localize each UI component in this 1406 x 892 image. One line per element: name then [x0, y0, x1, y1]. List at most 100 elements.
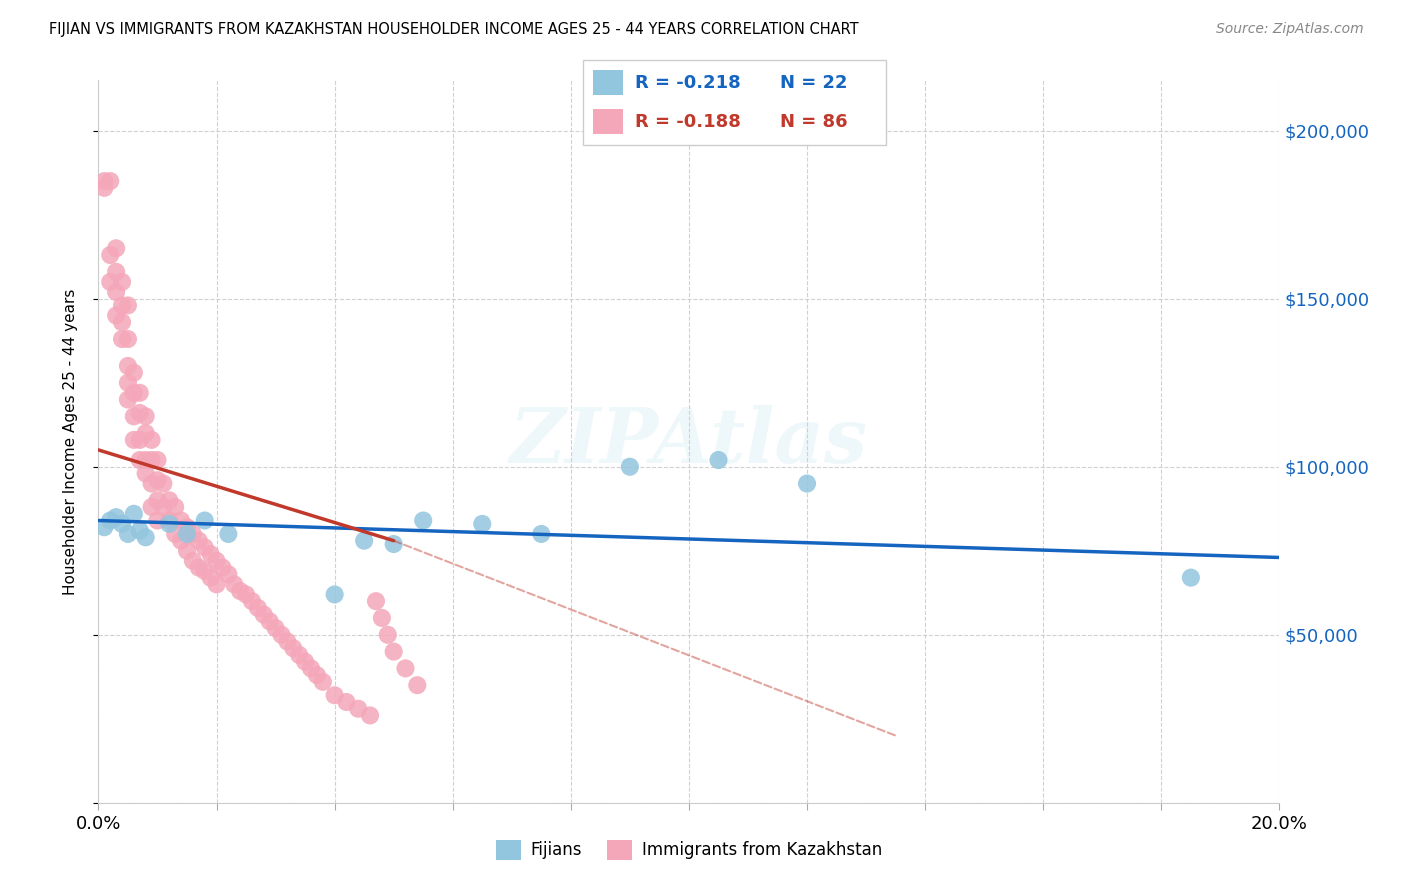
Point — [364, 594, 387, 608]
Point — [135, 409, 157, 424]
Point — [530, 527, 553, 541]
Point — [117, 527, 139, 541]
Point — [135, 453, 157, 467]
Point — [205, 554, 228, 568]
Point — [217, 567, 239, 582]
Point — [170, 533, 193, 548]
Point — [111, 332, 134, 346]
Point — [117, 298, 139, 312]
Point — [312, 674, 335, 689]
FancyBboxPatch shape — [583, 60, 886, 145]
Point — [117, 376, 139, 390]
Y-axis label: Householder Income Ages 25 - 44 years: Householder Income Ages 25 - 44 years — [63, 288, 77, 595]
Point — [135, 530, 157, 544]
Point — [200, 547, 222, 561]
Point — [105, 265, 128, 279]
Point — [176, 520, 198, 534]
Point — [353, 533, 375, 548]
Point — [619, 459, 641, 474]
Point — [157, 514, 180, 528]
Point — [371, 611, 394, 625]
Point — [117, 359, 139, 373]
Point — [122, 507, 145, 521]
Point — [217, 527, 239, 541]
Point — [235, 587, 257, 601]
Point — [382, 644, 405, 658]
Point — [98, 248, 121, 262]
Point — [117, 392, 139, 407]
Point — [105, 241, 128, 255]
Text: R = -0.218: R = -0.218 — [636, 74, 741, 92]
Point — [152, 500, 174, 514]
Point — [146, 493, 169, 508]
Point — [253, 607, 276, 622]
Point — [111, 315, 134, 329]
Point — [283, 641, 305, 656]
Point — [323, 587, 346, 601]
Point — [128, 385, 150, 400]
Point — [707, 453, 730, 467]
Point — [1180, 571, 1202, 585]
Point — [299, 661, 322, 675]
Point — [122, 409, 145, 424]
FancyBboxPatch shape — [592, 109, 623, 135]
Point — [796, 476, 818, 491]
Point — [93, 520, 115, 534]
Text: ZIPAtlas: ZIPAtlas — [510, 405, 868, 478]
Point — [165, 500, 187, 514]
Text: N = 22: N = 22 — [780, 74, 848, 92]
Point — [146, 514, 169, 528]
Point — [305, 668, 328, 682]
Point — [98, 275, 121, 289]
Point — [122, 433, 145, 447]
Point — [240, 594, 263, 608]
Point — [146, 473, 169, 487]
Text: N = 86: N = 86 — [780, 112, 848, 130]
Legend: Fijians, Immigrants from Kazakhstan: Fijians, Immigrants from Kazakhstan — [489, 833, 889, 867]
Point — [270, 628, 292, 642]
Point — [141, 500, 163, 514]
Point — [128, 453, 150, 467]
Point — [347, 702, 370, 716]
Point — [93, 181, 115, 195]
Point — [264, 621, 287, 635]
Point — [187, 560, 209, 574]
Point — [335, 695, 357, 709]
Point — [294, 655, 316, 669]
Point — [181, 554, 204, 568]
Point — [98, 174, 121, 188]
Point — [122, 385, 145, 400]
Point — [176, 527, 198, 541]
Point — [98, 514, 121, 528]
Point — [377, 628, 399, 642]
Point — [170, 514, 193, 528]
Point — [288, 648, 311, 662]
Point — [157, 516, 180, 531]
Point — [128, 433, 150, 447]
Point — [200, 571, 222, 585]
Point — [141, 453, 163, 467]
Point — [211, 560, 233, 574]
Point — [152, 476, 174, 491]
Point — [359, 708, 381, 723]
Point — [181, 527, 204, 541]
Point — [406, 678, 429, 692]
Point — [141, 433, 163, 447]
Point — [229, 584, 252, 599]
Point — [205, 577, 228, 591]
Point — [128, 524, 150, 538]
Point — [323, 688, 346, 702]
Text: R = -0.188: R = -0.188 — [636, 112, 741, 130]
Text: Source: ZipAtlas.com: Source: ZipAtlas.com — [1216, 22, 1364, 37]
Point — [412, 514, 434, 528]
Point — [194, 564, 217, 578]
Point — [105, 309, 128, 323]
Point — [382, 537, 405, 551]
Point — [194, 541, 217, 555]
Point — [276, 634, 298, 648]
Point — [157, 493, 180, 508]
Point — [224, 577, 246, 591]
Point — [128, 406, 150, 420]
Point — [93, 174, 115, 188]
Point — [135, 426, 157, 441]
